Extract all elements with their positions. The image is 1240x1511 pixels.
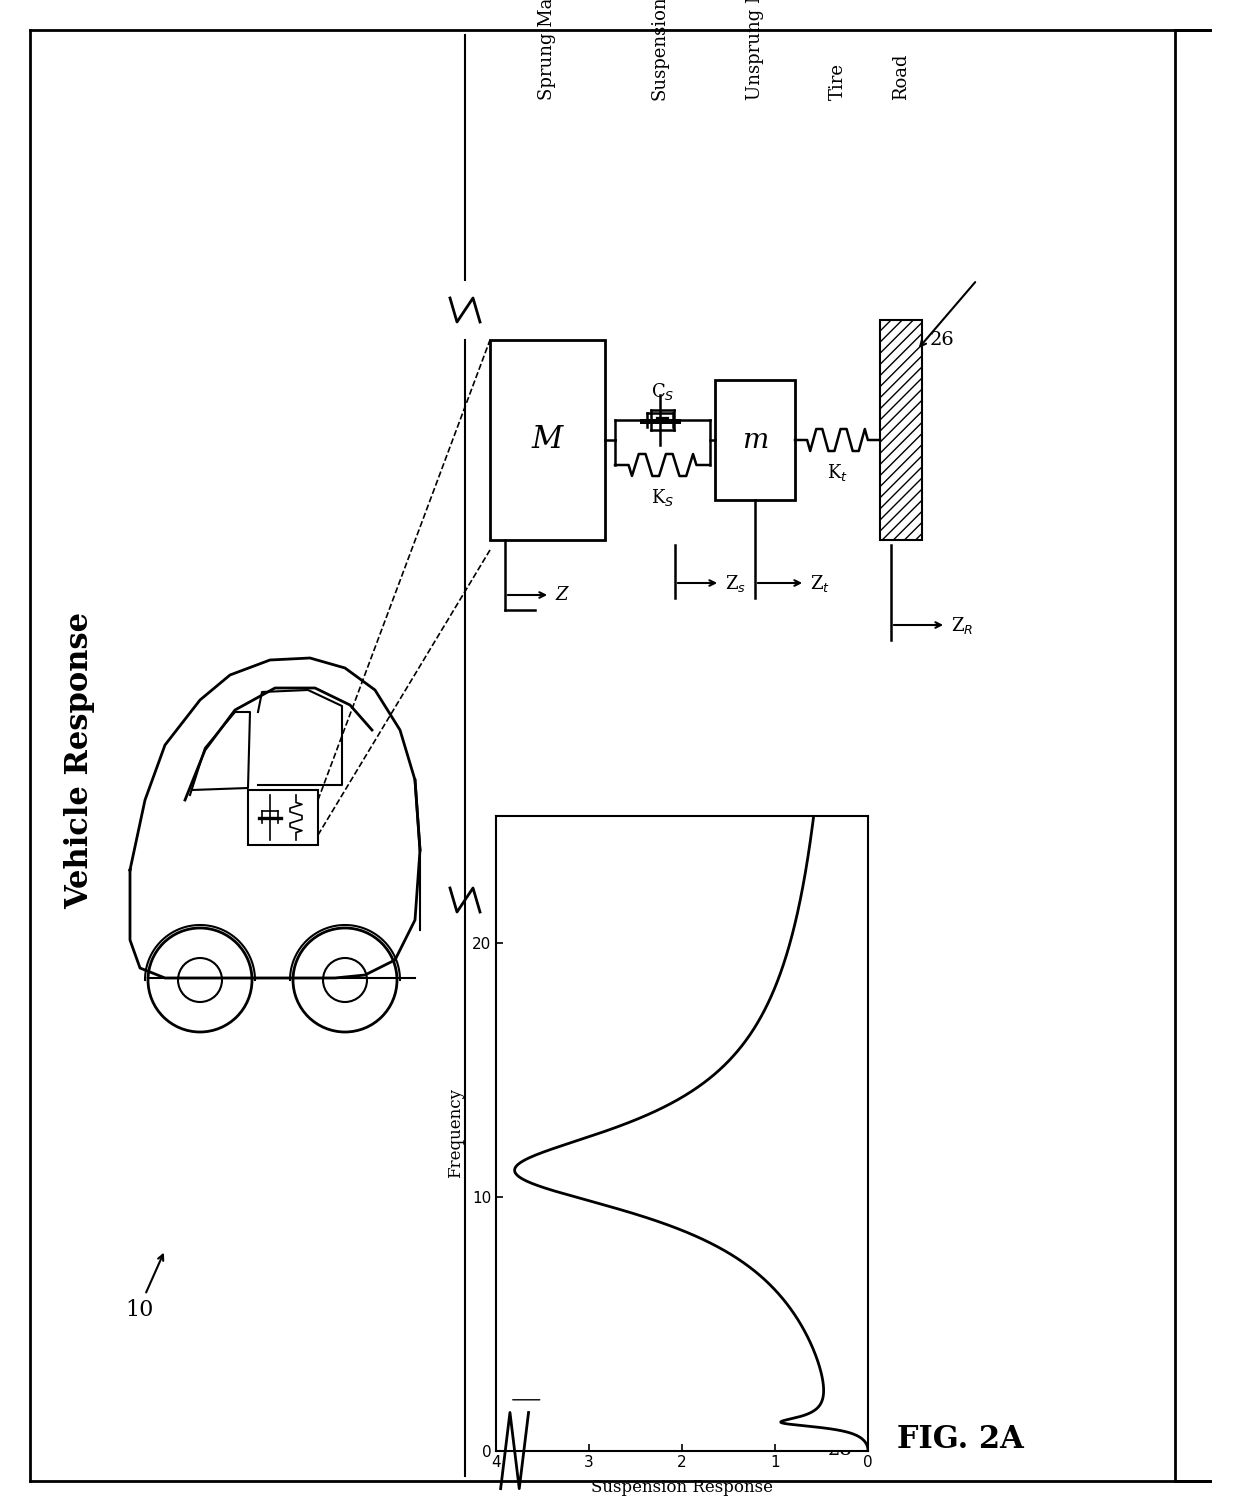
Text: Tire: Tire [828,63,847,100]
Text: Suspension: Suspension [651,0,670,100]
Bar [715,379,795,500]
Text: Sprung Mass: Sprung Mass [538,0,557,100]
Text: m: m [742,426,769,453]
Y-axis label: Frequency: Frequency [446,1088,464,1179]
Text: 26: 26 [930,331,955,349]
Bar [248,790,317,845]
Text: Road: Road [892,53,910,100]
Text: 28: 28 [827,1441,852,1460]
Text: Unsprung Mass: Unsprung Mass [746,0,764,100]
Text: Z$_R$: Z$_R$ [951,615,973,636]
Text: 10: 10 [125,1299,154,1321]
Text: Z$_t$: Z$_t$ [810,573,830,594]
Text: Vehicle Response: Vehicle Response [64,612,95,908]
Text: Z: Z [556,586,568,604]
Text: Z$_s$: Z$_s$ [725,573,746,594]
X-axis label: Suspension Response: Suspension Response [591,1479,773,1496]
Bar [880,320,923,539]
Text: M: M [532,425,563,455]
Text: C$_S$: C$_S$ [651,381,675,402]
Text: K$_S$: K$_S$ [651,487,675,508]
Text: K$_t$: K$_t$ [827,462,848,484]
Bar [490,340,605,539]
Text: FIG. 2A: FIG. 2A [897,1425,1023,1455]
